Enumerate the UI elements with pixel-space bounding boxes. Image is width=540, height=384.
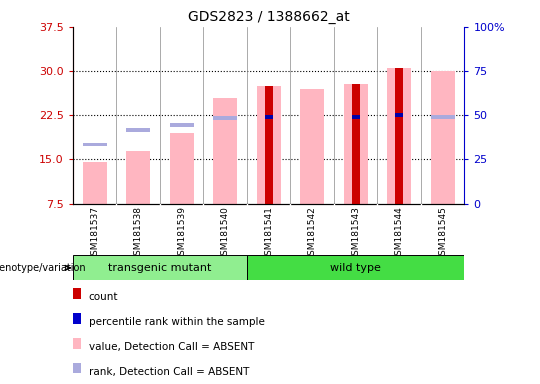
Bar <box>170 123 194 127</box>
Text: GSM181538: GSM181538 <box>134 206 143 261</box>
Bar <box>83 162 106 204</box>
Bar <box>213 98 237 204</box>
Bar <box>265 86 273 204</box>
Bar <box>73 288 80 299</box>
Bar <box>126 128 150 132</box>
Bar <box>73 255 247 280</box>
Bar <box>73 362 80 374</box>
Bar <box>343 84 368 204</box>
Text: GSM181541: GSM181541 <box>264 206 273 261</box>
Text: wild type: wild type <box>330 263 381 273</box>
Bar <box>83 143 106 146</box>
Bar <box>247 255 464 280</box>
Bar <box>395 68 403 204</box>
Bar <box>300 89 324 204</box>
Bar <box>73 313 80 324</box>
Text: GSM181537: GSM181537 <box>90 206 99 261</box>
Bar <box>431 115 455 119</box>
Bar <box>73 338 80 349</box>
Bar <box>387 68 411 204</box>
Text: GSM181540: GSM181540 <box>221 206 230 261</box>
Bar <box>170 133 194 204</box>
Bar <box>352 115 360 119</box>
Bar <box>213 116 237 120</box>
Text: GSM181545: GSM181545 <box>438 206 447 261</box>
Text: GSM181544: GSM181544 <box>395 206 403 261</box>
Bar <box>395 113 403 117</box>
Bar <box>352 84 360 204</box>
Text: genotype/variation: genotype/variation <box>0 263 86 273</box>
Title: GDS2823 / 1388662_at: GDS2823 / 1388662_at <box>188 10 349 25</box>
Text: GSM181543: GSM181543 <box>351 206 360 261</box>
Text: count: count <box>89 291 118 302</box>
Bar <box>431 71 455 204</box>
Text: GSM181539: GSM181539 <box>177 206 186 261</box>
Bar <box>265 115 273 119</box>
Text: value, Detection Call = ABSENT: value, Detection Call = ABSENT <box>89 341 254 352</box>
Text: rank, Detection Call = ABSENT: rank, Detection Call = ABSENT <box>89 366 249 377</box>
Bar <box>126 151 150 204</box>
Text: GSM181542: GSM181542 <box>308 206 316 261</box>
Text: percentile rank within the sample: percentile rank within the sample <box>89 316 265 327</box>
Bar <box>256 86 281 204</box>
Text: transgenic mutant: transgenic mutant <box>108 263 212 273</box>
